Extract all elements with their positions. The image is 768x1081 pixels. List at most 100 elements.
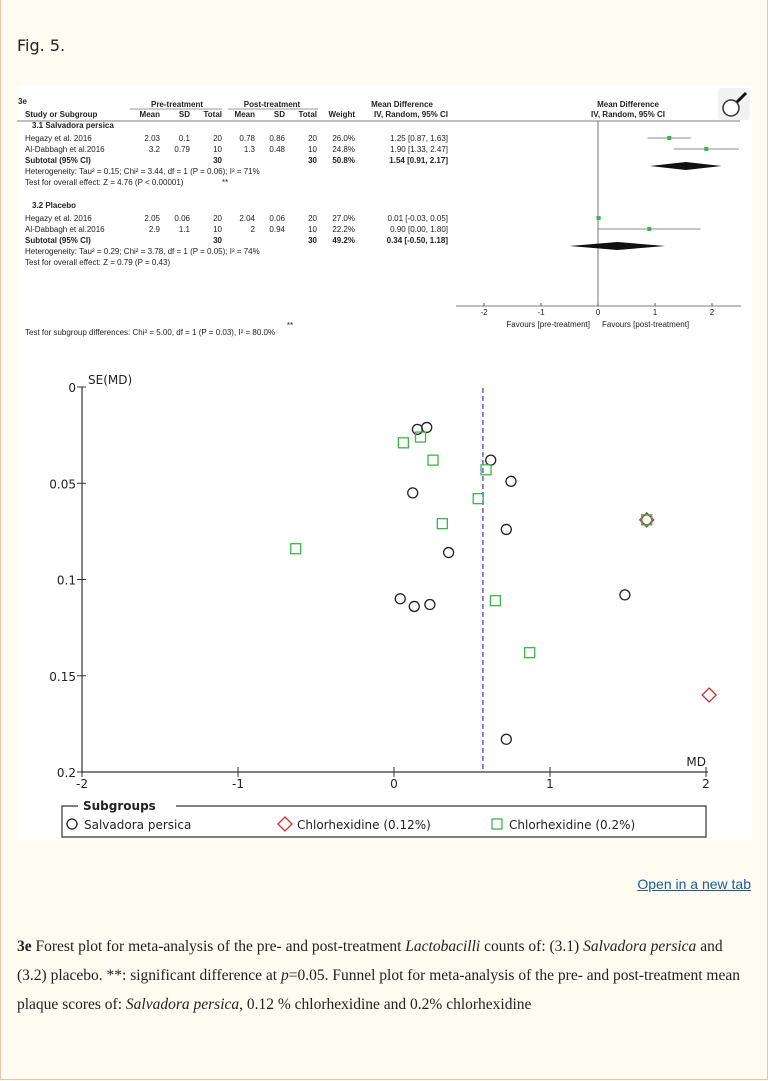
plot-header-method: IV, Random, 95% CI (591, 110, 665, 119)
funnel-point-circle (411, 423, 424, 436)
column-header: SD (274, 110, 285, 119)
subtotal-pre-total: 30 (213, 236, 222, 245)
caption-text: , 0.12 % chlorhexidine and 0.2% chlorhex… (239, 996, 532, 1013)
funnel-y-tick-label: 0.1 (57, 574, 76, 588)
significance-mark: ** (222, 178, 228, 187)
funnel-point-circle (421, 421, 433, 434)
funnel-y-axis-label: SE(MD) (88, 373, 132, 387)
subtotal-post-total: 30 (308, 156, 317, 165)
caption-text: counts of: (3.1) (480, 938, 584, 955)
study-row-ci: 1.25 [0.87, 1.63] (390, 134, 448, 143)
forest-x-tick-label: 2 (710, 308, 715, 317)
funnel-point-square (290, 543, 302, 555)
study-row-pre_sd: 0.79 (174, 145, 190, 154)
caption-italic: p (280, 967, 289, 984)
legend-marker-square (491, 818, 503, 830)
funnel-point-circle (408, 600, 420, 613)
study-row-post_mean: 2 (251, 225, 256, 234)
study-row-post_sd: 0.94 (269, 225, 285, 234)
study-row-pre_total: 10 (213, 225, 222, 234)
study-row-weight: 24.8% (332, 145, 355, 154)
funnel-point-square (397, 437, 410, 449)
funnel-point-circle (505, 475, 517, 487)
funnel-x-axis-label: MD (686, 755, 706, 769)
header-mean-difference: Mean Difference (371, 100, 433, 109)
funnel-point-circle (442, 546, 455, 559)
subtotal-label: Subtotal (95% CI) (25, 156, 91, 165)
open-in-new-tab-link[interactable]: Open in a new tab (637, 876, 751, 892)
subgroup-title: 3.2 Placebo (32, 201, 76, 210)
subtotal-diamond (649, 162, 722, 170)
funnel-point-square (489, 595, 502, 607)
funnel-y-tick-label: 0.15 (49, 670, 76, 684)
subgroup-difference-text: Test for subgroup differences: Chi² = 5.… (25, 328, 275, 337)
figure-graphic[interactable]: 3e Pre-treatment Post-treatment Mean Differ… (0, 0, 768, 860)
header-pre-treatment: Pre-treatment (151, 100, 203, 109)
plot-header-mean-difference: Mean Difference (597, 100, 659, 109)
study-row-ci: 0.01 [-0.03, 0.05] (388, 214, 449, 223)
study-row-post_sd: 0.06 (269, 214, 285, 223)
significance-mark: ** (287, 321, 293, 330)
forest-x-tick-label: 0 (596, 308, 601, 317)
study-row-post_total: 10 (308, 225, 317, 234)
subtotal-ci: 1.54 [0.91, 2.17] (389, 156, 448, 165)
study-row-ci: 0.90 [0.00, 1.80] (390, 225, 448, 234)
heterogeneity-text: Heterogeneity: Tau² = 0.29; Chi² = 3.78,… (25, 247, 260, 256)
column-header: Mean (140, 110, 161, 119)
subtotal-ci: 0.34 [-0.50, 1.18] (387, 236, 449, 245)
study-row-post_mean: 1.3 (244, 145, 256, 154)
magnifier-icon-lens (722, 99, 740, 117)
caption-italic: Salvadora persica (125, 996, 240, 1013)
study-row-post_mean: 0.78 (239, 134, 255, 143)
funnel-point-circle (485, 454, 497, 466)
funnel-point-diamond (701, 687, 718, 703)
study-row-post_total: 20 (308, 214, 317, 223)
study-row-pre_sd: 0.06 (174, 214, 190, 223)
study-row-pre_mean: 3.2 (149, 145, 161, 154)
subtotal-weight: 50.8% (332, 156, 355, 165)
legend-label: Salvadora persica (84, 818, 191, 832)
figure-panel (17, 85, 752, 840)
caption-italic: Salvadora persica (583, 938, 697, 955)
study-row-weight: 22.2% (332, 225, 355, 234)
column-header: Weight (328, 110, 355, 119)
funnel-point-square (436, 518, 449, 530)
funnel-y-tick-label: 0.2 (57, 766, 76, 780)
funnel-point-circle (500, 523, 512, 536)
legend-marker-circle (66, 818, 78, 830)
funnel-y-tick-label: 0.05 (49, 477, 76, 491)
study-row-study: Hegazy et al. 2016 (25, 134, 92, 143)
magnifier-icon-handle (735, 91, 748, 104)
forest-x-tick-label: 1 (653, 308, 658, 317)
column-header: Total (203, 110, 222, 119)
study-row-post_sd: 0.48 (269, 145, 285, 154)
caption-italic: Lactobacilli (405, 938, 481, 955)
funnel-x-tick-label: 1 (546, 777, 554, 791)
forest-x-tick-label: -2 (480, 308, 488, 317)
caption-text: Forest plot for meta-analysis of the pre… (31, 938, 406, 955)
study-row-pre_total: 20 (213, 214, 222, 223)
study-row-pre_total: 20 (213, 134, 222, 143)
funnel-point-circle (500, 733, 512, 745)
figure-label: Fig. 5. (17, 36, 66, 55)
study-row-post_total: 20 (308, 134, 317, 143)
study-effect-marker (704, 147, 709, 151)
favours-left-label: Favours [pre-treatment] (506, 320, 590, 329)
subtotal-label: Subtotal (95% CI) (25, 236, 91, 245)
study-row-pre_sd: 0.1 (179, 134, 191, 143)
favours-right-label: Favours [post-treatment] (602, 320, 689, 329)
funnel-point-circle (619, 589, 631, 601)
funnel-y-tick-label: 0 (68, 381, 76, 395)
column-header: Total (298, 110, 317, 119)
subtotal-weight: 49.2% (332, 236, 355, 245)
heterogeneity-text: Heterogeneity: Tau² = 0.15; Chi² = 3.44,… (25, 167, 260, 176)
legend-label: Chlorhexidine (0.2%) (509, 818, 635, 832)
study-row-ci: 1.90 [1.33, 2.47] (390, 145, 448, 154)
study-row-pre_sd: 1.1 (179, 225, 191, 234)
figure-caption: 3e Forest plot for meta-analysis of the … (17, 932, 752, 1019)
study-row-study: Al-Dabbagh et al.2016 (25, 225, 105, 234)
funnel-point-circle (394, 593, 406, 605)
study-row-pre_mean: 2.9 (149, 225, 161, 234)
study-row-post_mean: 2.04 (239, 214, 255, 223)
legend-label: Chlorhexidine (0.12%) (297, 818, 431, 832)
